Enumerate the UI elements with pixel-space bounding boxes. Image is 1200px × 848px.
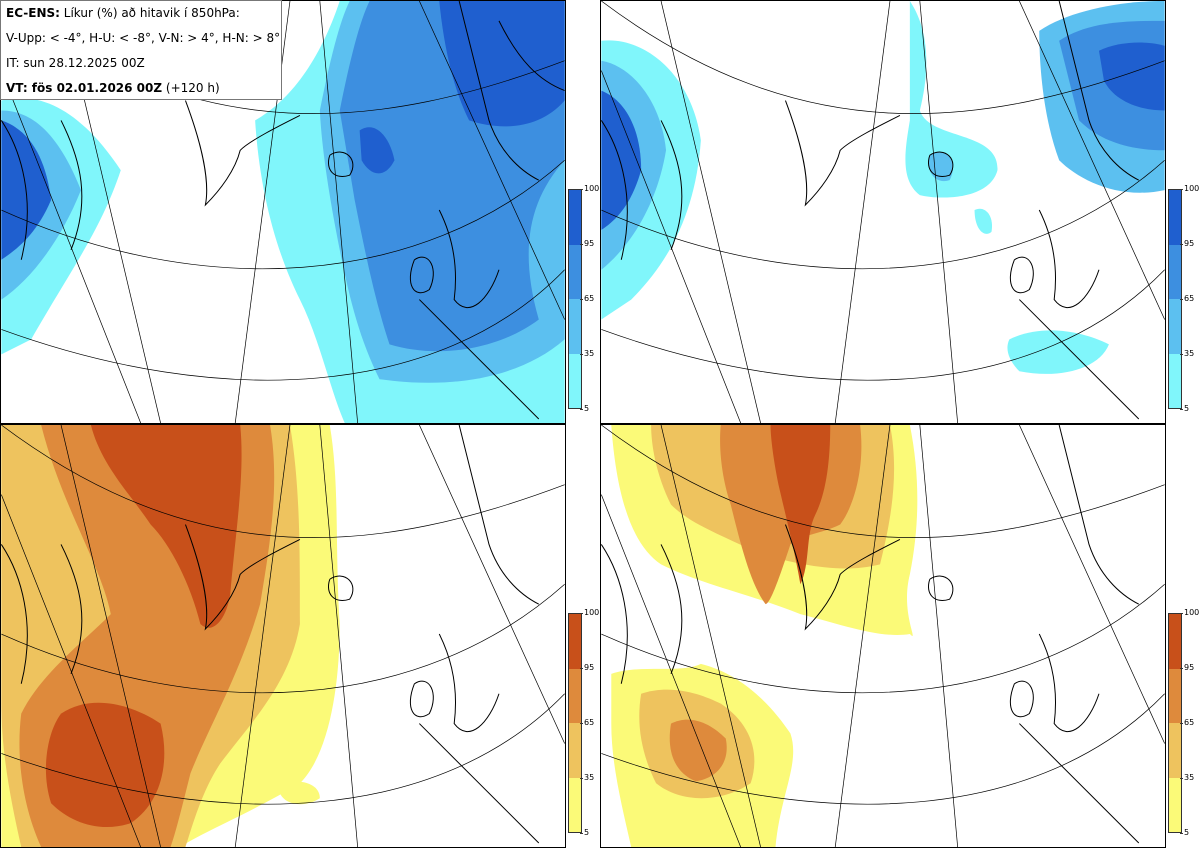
- colorbar-tick-mark: [1180, 299, 1183, 300]
- colorbar-tick-mark: [1180, 723, 1183, 724]
- initial-time: IT: sun 28.12.2025 00Z: [6, 56, 145, 70]
- colorbar-cold-4: 100 95 65 35 5: [568, 185, 602, 413]
- colorbar-tick-label: 100: [584, 184, 600, 193]
- colorbar-segment: [1169, 668, 1181, 723]
- colorbar-tick-mark: [580, 613, 583, 614]
- colorbar-segment: [1169, 299, 1181, 354]
- colorbar-segment: [1169, 614, 1181, 669]
- valid-time: VT: fös 02.01.2026 00Z: [6, 81, 163, 95]
- colorbar-segment: [569, 777, 581, 832]
- colorbar-tick-label: 65: [584, 294, 595, 303]
- colorbar-tick-label: 95: [1184, 239, 1195, 248]
- colorbar-segment: [1169, 353, 1181, 408]
- map-header: EC-ENS: Líkur (%) að hitavik í 850hPa: V…: [0, 0, 282, 100]
- colorbar-tick-label: 65: [1184, 294, 1195, 303]
- colorbar-segment: [569, 668, 581, 723]
- colorbar-tick-mark: [1180, 189, 1183, 190]
- colorbar-gradient: [568, 189, 582, 409]
- header-title-line: EC-ENS: Líkur (%) að hitavik í 850hPa:: [6, 1, 281, 26]
- colorbar-tick-label: 35: [1184, 349, 1195, 358]
- valid-time-line: VT: fös 02.01.2026 00Z (+120 h): [6, 76, 281, 101]
- colorbar-tick-label: 100: [1184, 608, 1200, 617]
- colorbar-tick-mark: [1180, 409, 1183, 410]
- colorbar-segment: [569, 299, 581, 354]
- colorbar-tick-mark: [580, 299, 583, 300]
- colorbar-tick-mark: [580, 778, 583, 779]
- colorbar-segment: [569, 353, 581, 408]
- colorbar-tick-label: 100: [1184, 184, 1200, 193]
- colorbar-tick-label: 5: [584, 828, 590, 837]
- colorbar-segment: [569, 614, 581, 669]
- probability-map-warm-4: [1, 425, 565, 847]
- colorbar-tick-label: 95: [584, 663, 595, 672]
- colorbar-tick-label: 65: [1184, 718, 1195, 727]
- colorbar-tick-mark: [580, 668, 583, 669]
- colorbar-tick-label: 95: [584, 239, 595, 248]
- colorbar-cold-8: 100 95 65 35 5: [1168, 185, 1200, 413]
- probability-map-warm-8: [601, 425, 1165, 847]
- colorbar-warm-4: 100 95 65 35 5: [568, 609, 602, 837]
- colorbar-tick-mark: [580, 189, 583, 190]
- colorbar-tick-mark: [1180, 668, 1183, 669]
- colorbar-segment: [569, 190, 581, 245]
- colorbar-warm-8: 100 95 65 35 5: [1168, 609, 1200, 837]
- map-panel-warm-8: [600, 424, 1166, 848]
- colorbar-tick-label: 35: [584, 349, 595, 358]
- product-description: Líkur (%) að hitavik í 850hPa:: [63, 6, 240, 20]
- colorbar-tick-mark: [580, 833, 583, 834]
- colorbar-segment: [569, 244, 581, 299]
- colorbar-tick-label: 100: [584, 608, 600, 617]
- colorbar-gradient: [568, 613, 582, 833]
- colorbar-tick-mark: [1180, 244, 1183, 245]
- colorbar-tick-mark: [1180, 778, 1183, 779]
- map-panel-cold-8: [600, 0, 1166, 424]
- product-name: EC-ENS:: [6, 6, 60, 20]
- colorbar-tick-label: 5: [584, 404, 590, 413]
- colorbar-segment: [1169, 244, 1181, 299]
- colorbar-segment: [1169, 723, 1181, 778]
- colorbar-tick-mark: [1180, 613, 1183, 614]
- colorbar-tick-label: 5: [1184, 828, 1190, 837]
- colorbar-tick-label: 95: [1184, 663, 1195, 672]
- colorbar-segment: [1169, 190, 1181, 245]
- colorbar-segment: [1169, 777, 1181, 832]
- colorbar-tick-mark: [1180, 833, 1183, 834]
- colorbar-tick-label: 5: [1184, 404, 1190, 413]
- probability-map-cold-4: [1, 1, 565, 423]
- colorbar-segment: [569, 723, 581, 778]
- colorbar-tick-mark: [580, 244, 583, 245]
- colorbar-tick-label: 65: [584, 718, 595, 727]
- colorbar-tick-label: 35: [584, 773, 595, 782]
- map-panel-warm-4: [0, 424, 566, 848]
- threshold-line: V-Upp: < -4°, H-U: < -8°, V-N: > 4°, H-N…: [6, 31, 281, 45]
- map-panel-cold-4: [0, 0, 566, 424]
- colorbar-tick-mark: [580, 354, 583, 355]
- lead-time: (+120 h): [165, 81, 220, 95]
- colorbar-tick-mark: [580, 723, 583, 724]
- probability-map-cold-8: [601, 1, 1165, 423]
- colorbar-tick-label: 35: [1184, 773, 1195, 782]
- colorbar-tick-mark: [1180, 354, 1183, 355]
- colorbar-tick-mark: [580, 409, 583, 410]
